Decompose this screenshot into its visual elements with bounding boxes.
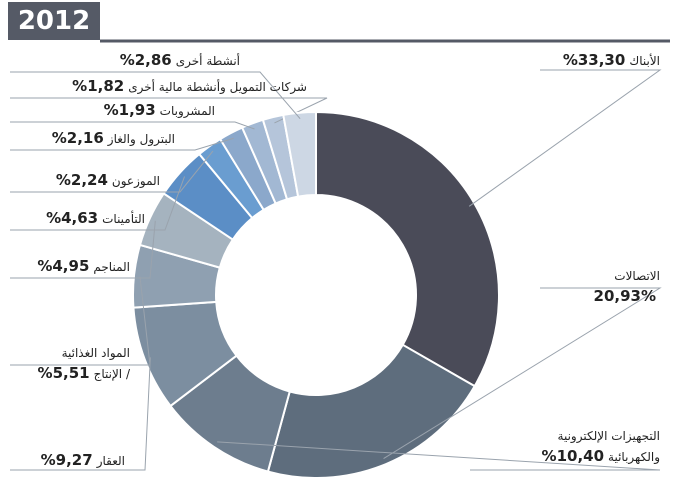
label-line: والكهربائية10,40%: [542, 446, 660, 467]
category-name: الأبناك: [629, 54, 660, 68]
value-label: 4,63%: [46, 209, 99, 227]
label-line: التأمينات4,63%: [46, 208, 145, 229]
category-name: المواد الغذائية: [61, 346, 130, 360]
label-line: / الإنتاج5,51%: [38, 363, 130, 384]
label-line: المناجم4,95%: [37, 256, 130, 277]
segment-label: المواد الغذائية / الإنتاج5,51%: [38, 343, 130, 384]
category-name: المشروبات: [159, 104, 215, 118]
value-label: 2,24%: [55, 171, 108, 189]
value-label: 1,82%: [72, 77, 125, 95]
segment-label: المناجم4,95%: [37, 256, 130, 277]
leader-line: [10, 137, 234, 151]
value-label: 9,27%: [40, 451, 93, 469]
segment-label: العقار9,27%: [41, 450, 125, 471]
segment-label: الموزعون2,24%: [56, 170, 160, 191]
label-line: التجهيزات الإلكترونية: [542, 426, 660, 446]
category-name: والكهربائية: [608, 450, 660, 464]
category-name: البترول والغاز: [107, 132, 175, 146]
label-line: أنشطة أخرى2,86%: [120, 50, 240, 71]
leader-line: [10, 150, 214, 193]
category-name: أنشطة أخرى: [175, 54, 240, 68]
category-name: المناجم: [93, 260, 130, 274]
leader-line: [10, 357, 151, 471]
chart-title: 2012: [8, 2, 100, 40]
category-name: التأمينات: [102, 212, 145, 226]
value-label: 2,86%: [119, 51, 172, 69]
segment-label: الأبناك33,30%: [563, 50, 660, 71]
leader-line: [10, 220, 156, 279]
value-label: 5,51%: [37, 364, 90, 382]
value-label: 2,16%: [51, 129, 104, 147]
leader-line: [383, 287, 662, 460]
label-line: شركات التمويل وأنشطة مالية أخرى1,82%: [72, 76, 307, 97]
value-label: 20,93%: [593, 287, 656, 305]
label-line: الموزعون2,24%: [56, 170, 160, 191]
donut-segment: [266, 343, 477, 477]
value-label: 4,95%: [37, 257, 90, 275]
value-label: 10,40%: [541, 447, 605, 465]
leader-line: [10, 121, 255, 130]
segment-label: الاتصالات 20,93%: [594, 266, 660, 306]
label-line: البترول والغاز2,16%: [52, 128, 175, 149]
label-line: الأبناك33,30%: [563, 50, 660, 71]
leader-line: [217, 441, 661, 471]
category-name: العقار: [96, 454, 125, 468]
leader-line: [10, 276, 151, 366]
segment-label: البترول والغاز2,16%: [52, 128, 175, 149]
category-name: الموزعون: [111, 174, 160, 188]
donut-segment: [282, 110, 317, 198]
label-line: العقار9,27%: [41, 450, 125, 471]
leader-line: [10, 176, 185, 231]
value-label: 1,93%: [103, 101, 156, 119]
label-line: المواد الغذائية: [38, 343, 130, 363]
category-name: شركات التمويل وأنشطة مالية أخرى: [128, 80, 307, 94]
segment-label: التجهيزات الإلكترونية والكهربائية10,40%: [542, 426, 660, 467]
leader-line: [468, 69, 662, 207]
segment-label: شركات التمويل وأنشطة مالية أخرى1,82%: [72, 76, 307, 97]
segment-label: أنشطة أخرى2,86%: [120, 50, 240, 71]
donut-segment: [315, 110, 500, 388]
segment-label: التأمينات4,63%: [46, 208, 145, 229]
category-name: الاتصالات: [614, 269, 660, 283]
label-line: الاتصالات: [594, 266, 660, 286]
value-label: 33,30%: [562, 51, 626, 69]
category-name: التجهيزات الإلكترونية: [557, 429, 660, 443]
segment-label: المشروبات1,93%: [104, 100, 215, 121]
leader-line: [10, 71, 301, 120]
category-name: / الإنتاج: [93, 367, 130, 381]
label-line: المشروبات1,93%: [104, 100, 215, 121]
